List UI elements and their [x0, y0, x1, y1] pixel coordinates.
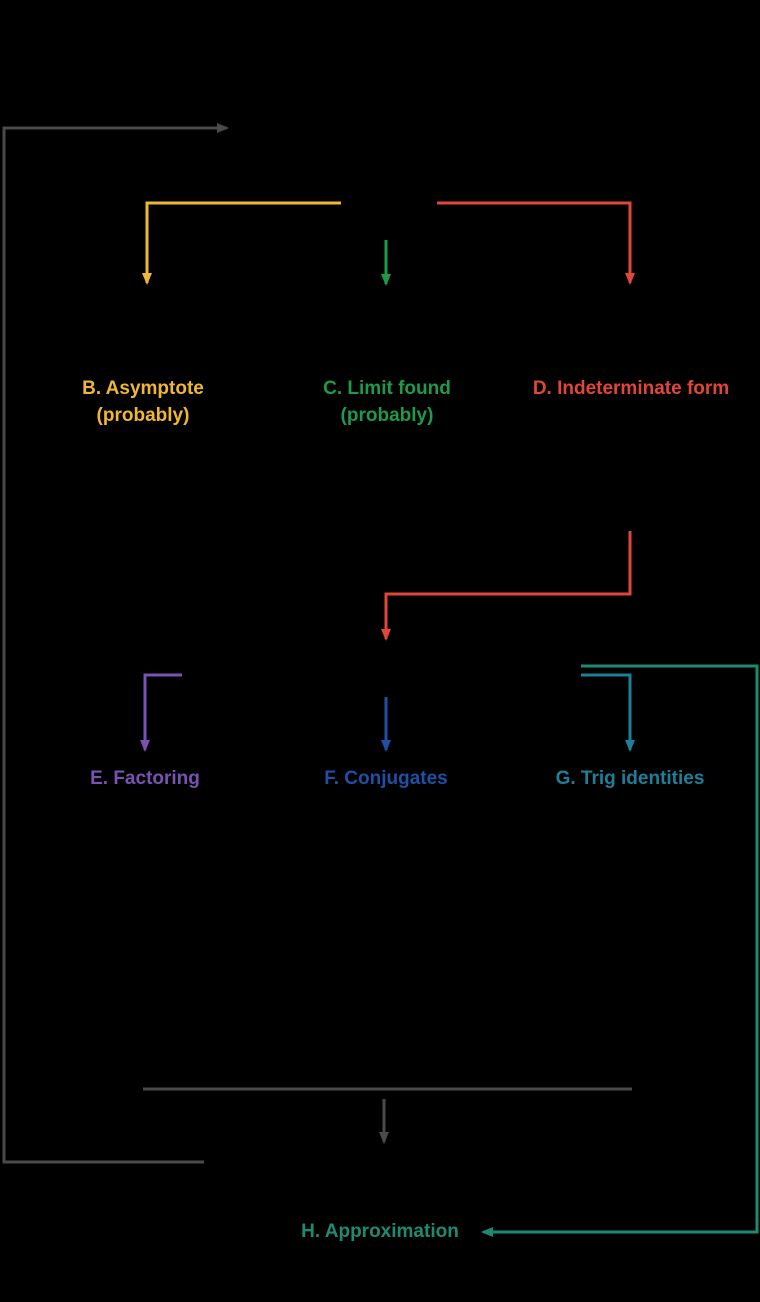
node-b-asymptote: B. Asymptote (probably): [48, 375, 238, 429]
node-g-trig-identities: G. Trig identities: [540, 765, 720, 792]
node-d-line1: D. Indeterminate form: [532, 378, 730, 399]
node-g-line1: G. Trig identities: [555, 768, 705, 789]
node-c-line1: C. Limit found: [323, 378, 451, 399]
connector-to-b: [142, 201, 341, 285]
node-h-approximation: H. Approximation: [270, 1218, 490, 1245]
connector-to-h: [481, 664, 759, 1237]
node-e-line1: E. Factoring: [90, 768, 200, 789]
node-h-line1: H. Approximation: [301, 1221, 459, 1242]
connector-to-g: [581, 673, 635, 752]
node-c-line2: (probably): [340, 405, 434, 426]
connector-to-d: [437, 201, 635, 285]
node-f-conjugates: F. Conjugates: [301, 765, 471, 792]
node-b-line2: (probably): [96, 405, 190, 426]
node-d-indeterminate-form: D. Indeterminate form: [515, 375, 747, 402]
connector-to-e: [140, 673, 182, 752]
node-b-line1: B. Asymptote: [82, 378, 204, 399]
node-e-factoring: E. Factoring: [60, 765, 230, 792]
connector-d-to-methods: [381, 531, 632, 641]
node-f-line1: F. Conjugates: [324, 768, 448, 789]
loop-back-connector: [2, 123, 229, 1164]
node-c-limit-found: C. Limit found (probably): [292, 375, 482, 429]
